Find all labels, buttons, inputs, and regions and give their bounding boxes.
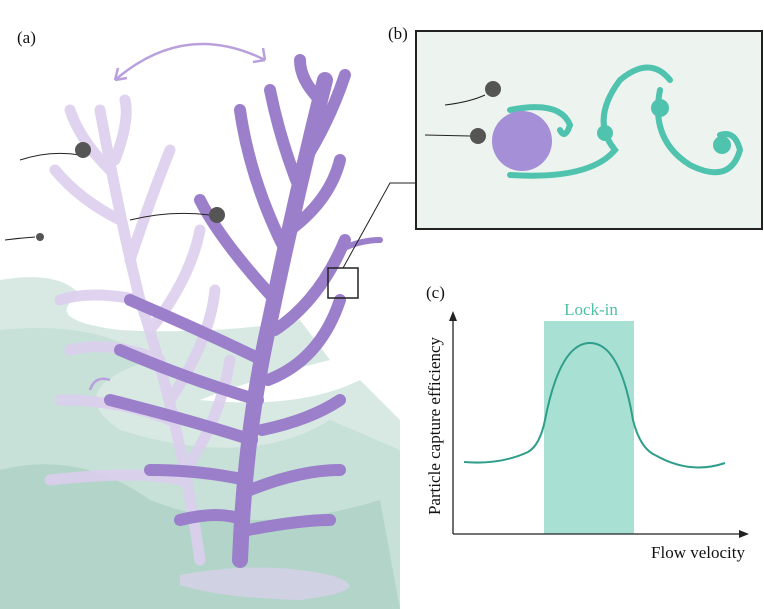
capture-efficiency-curve [463,341,726,469]
lock-in-label: Lock-in [564,300,618,319]
x-axis-label: Flow velocity [651,543,745,562]
y-axis-label: Particle capture efficiency [425,336,444,515]
panel-c-label: (c) [426,283,445,302]
oscillation-arrow [88,42,267,391]
panel-b-frame [415,30,763,230]
panel-b-label: (b) [388,24,408,43]
vortex-cores [597,99,731,154]
axes [449,311,749,538]
connector-line [342,182,415,269]
gorgonian-coral [104,54,383,568]
panel-a-label: (a) [17,28,36,47]
vortex-street [507,64,744,179]
particles-b [424,81,501,144]
particles [4,142,225,241]
lock-in-band [544,321,634,534]
coral-branch-cross-section [492,111,552,171]
